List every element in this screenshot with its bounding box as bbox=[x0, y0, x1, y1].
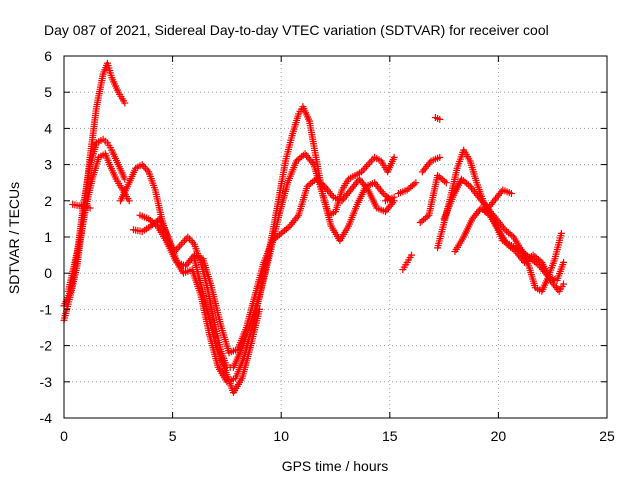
series-track-i bbox=[399, 251, 416, 274]
series-track-m bbox=[431, 114, 444, 123]
data-point-interp bbox=[187, 237, 195, 245]
y-tick-label: -3 bbox=[40, 374, 53, 390]
data-point bbox=[184, 233, 192, 241]
y-tick-label: -4 bbox=[40, 410, 53, 426]
data-point-interp bbox=[362, 162, 370, 170]
y-tick-label: 2 bbox=[44, 193, 52, 209]
data-point bbox=[390, 193, 398, 201]
x-tick-label: 20 bbox=[491, 428, 507, 444]
series-track-j bbox=[394, 179, 420, 198]
y-tick-label: -2 bbox=[40, 338, 53, 354]
data-point bbox=[86, 204, 94, 212]
y-tick-label: 6 bbox=[44, 48, 52, 64]
series-track-l bbox=[418, 153, 444, 176]
data-point bbox=[408, 251, 416, 259]
x-tick-label: 15 bbox=[382, 428, 398, 444]
data-point bbox=[177, 240, 185, 248]
data-point bbox=[442, 179, 450, 187]
data-point-interp bbox=[176, 242, 184, 250]
series-track-d bbox=[69, 200, 94, 212]
data-point bbox=[390, 153, 398, 161]
data-point bbox=[125, 197, 133, 205]
x-tick-label: 25 bbox=[599, 428, 615, 444]
axis-ticks bbox=[63, 55, 608, 419]
chart-title: Day 087 of 2021, Sidereal Day-to-day VTE… bbox=[44, 22, 549, 38]
tick-labels: 0 5 10 15 20 25 -4 -3 -2 -1 0 1 2 3 4 5 6 bbox=[40, 48, 615, 444]
data-point bbox=[121, 99, 129, 107]
data-point-interp bbox=[179, 238, 187, 246]
y-axis-title: SDTVAR / TECUs bbox=[6, 182, 22, 294]
y-tick-label: 1 bbox=[44, 229, 52, 245]
data-point bbox=[255, 305, 263, 313]
data-point-interp bbox=[361, 164, 369, 172]
data-point bbox=[436, 115, 444, 123]
data-point bbox=[557, 229, 565, 237]
y-tick-label: 3 bbox=[44, 157, 52, 173]
data-point bbox=[364, 161, 372, 169]
data-point-interp bbox=[185, 235, 193, 243]
series-track-p bbox=[451, 204, 568, 295]
y-tick-label: 5 bbox=[44, 84, 52, 100]
series-track-q bbox=[481, 186, 515, 216]
series-track-h bbox=[190, 255, 263, 397]
data-point-interp bbox=[174, 244, 182, 252]
data-point-interp bbox=[181, 237, 189, 245]
y-tick-label: 0 bbox=[44, 265, 52, 281]
y-tick-label: 4 bbox=[44, 120, 52, 136]
data-point bbox=[560, 280, 568, 288]
data-point bbox=[436, 153, 444, 161]
y-tick-label: -1 bbox=[40, 301, 53, 317]
data-point-interp bbox=[369, 155, 377, 163]
x-axis-title: GPS time / hours bbox=[282, 458, 389, 474]
data-point bbox=[121, 175, 129, 183]
data-point bbox=[560, 258, 568, 266]
x-tick-label: 5 bbox=[169, 428, 177, 444]
data-point bbox=[412, 179, 420, 187]
series-track-k bbox=[416, 171, 450, 227]
x-tick-label: 10 bbox=[273, 428, 289, 444]
series-track-r bbox=[381, 193, 398, 205]
x-tick-label: 0 bbox=[60, 428, 68, 444]
series-track-e bbox=[116, 103, 398, 371]
data-point-interp bbox=[366, 159, 374, 167]
data-point bbox=[507, 190, 515, 198]
data-point-interp bbox=[140, 162, 148, 170]
